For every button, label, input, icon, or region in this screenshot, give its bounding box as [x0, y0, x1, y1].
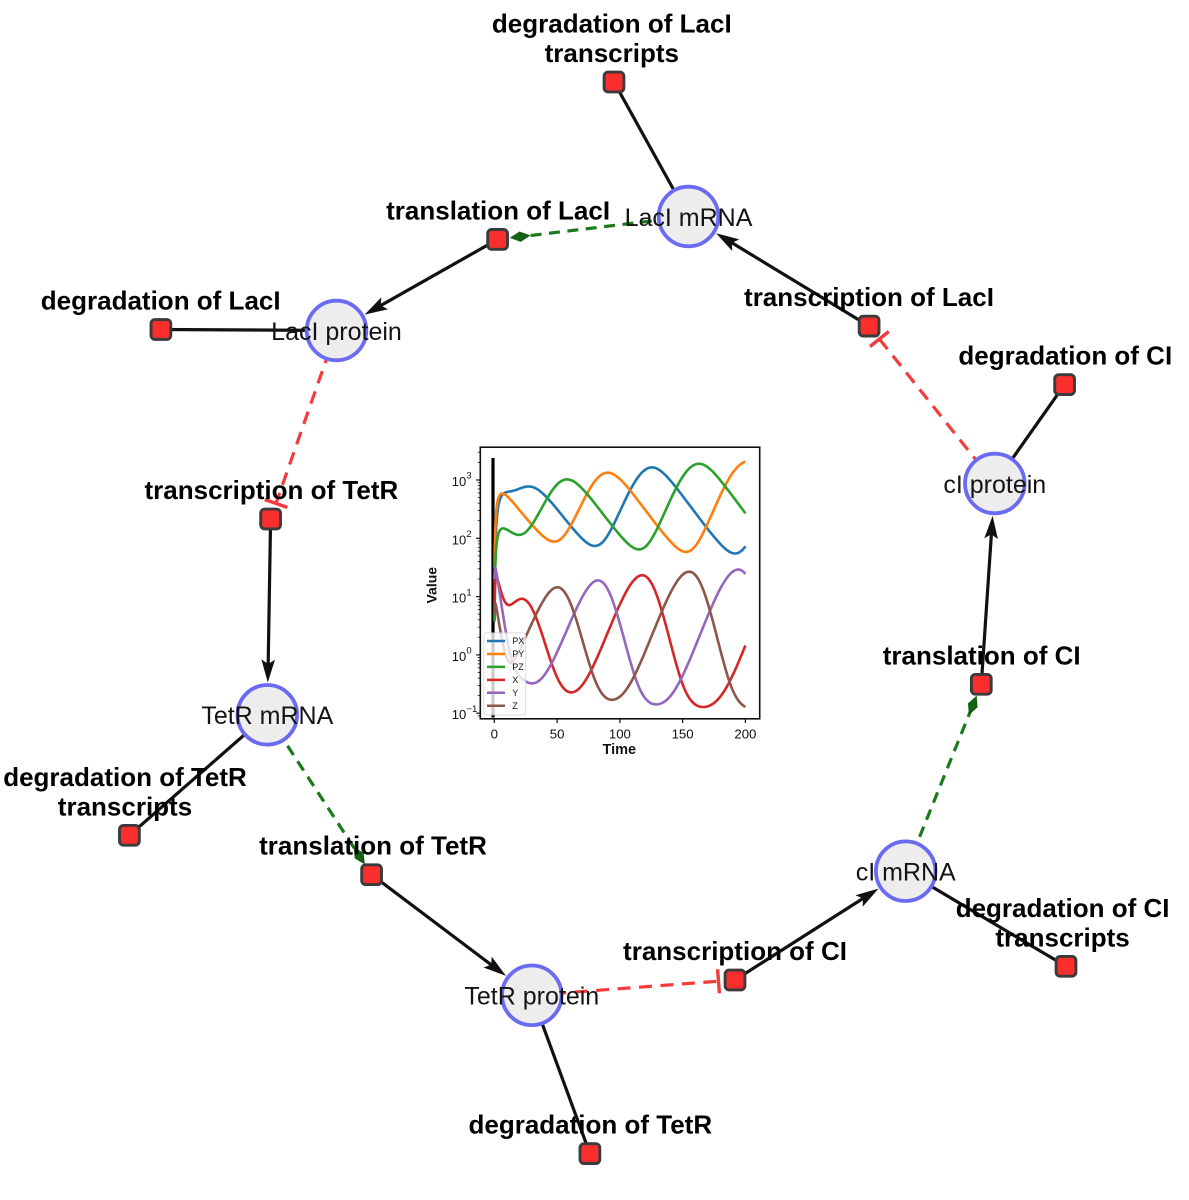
svg-text:200: 200	[734, 726, 756, 741]
svg-text:−1: −1	[466, 704, 477, 715]
svg-text:10: 10	[452, 707, 466, 722]
svg-text:Time: Time	[603, 742, 637, 758]
svg-text:LacI protein: LacI protein	[271, 318, 402, 346]
svg-text:degradation of TetR: degradation of TetR	[468, 1110, 712, 1140]
svg-text:Y: Y	[512, 688, 518, 698]
svg-text:1: 1	[466, 587, 471, 598]
svg-text:transcription of TetR: transcription of TetR	[145, 475, 399, 505]
svg-text:0: 0	[466, 646, 471, 657]
svg-text:10: 10	[452, 532, 466, 547]
svg-text:degradation of LacI: degradation of LacI	[41, 286, 281, 316]
svg-text:cI protein: cI protein	[943, 471, 1046, 499]
svg-text:TetR mRNA: TetR mRNA	[201, 702, 333, 730]
svg-text:transcription of LacI: transcription of LacI	[744, 282, 994, 312]
svg-text:transcripts: transcripts	[58, 791, 192, 821]
svg-text:degradation of LacI: degradation of LacI	[492, 9, 732, 39]
svg-text:Value: Value	[424, 567, 440, 604]
svg-text:150: 150	[672, 726, 694, 741]
svg-text:50: 50	[550, 726, 565, 741]
svg-text:transcription of CI: transcription of CI	[623, 936, 847, 966]
svg-text:3: 3	[466, 471, 471, 482]
svg-text:10: 10	[452, 591, 466, 606]
svg-text:100: 100	[609, 726, 631, 741]
svg-text:degradation of CI: degradation of CI	[958, 341, 1172, 371]
svg-text:transcripts: transcripts	[995, 922, 1129, 952]
svg-text:2: 2	[466, 529, 471, 540]
svg-text:0: 0	[491, 726, 498, 741]
svg-text:Z: Z	[512, 701, 518, 711]
svg-text:translation of CI: translation of CI	[883, 640, 1081, 670]
svg-text:translation of TetR: translation of TetR	[259, 831, 487, 861]
svg-text:X: X	[512, 675, 518, 685]
svg-text:PZ: PZ	[512, 662, 524, 672]
svg-text:PY: PY	[512, 649, 524, 659]
svg-text:TetR protein: TetR protein	[464, 983, 599, 1011]
svg-text:10: 10	[452, 649, 466, 664]
svg-text:10: 10	[452, 474, 466, 489]
svg-text:transcripts: transcripts	[545, 38, 679, 68]
svg-text:PX: PX	[512, 636, 524, 646]
svg-text:degradation of CI: degradation of CI	[956, 893, 1170, 923]
svg-text:degradation of TetR: degradation of TetR	[3, 762, 247, 792]
svg-text:translation of LacI: translation of LacI	[386, 195, 610, 225]
svg-text:cI mRNA: cI mRNA	[856, 859, 956, 887]
svg-text:LacI mRNA: LacI mRNA	[625, 204, 753, 232]
